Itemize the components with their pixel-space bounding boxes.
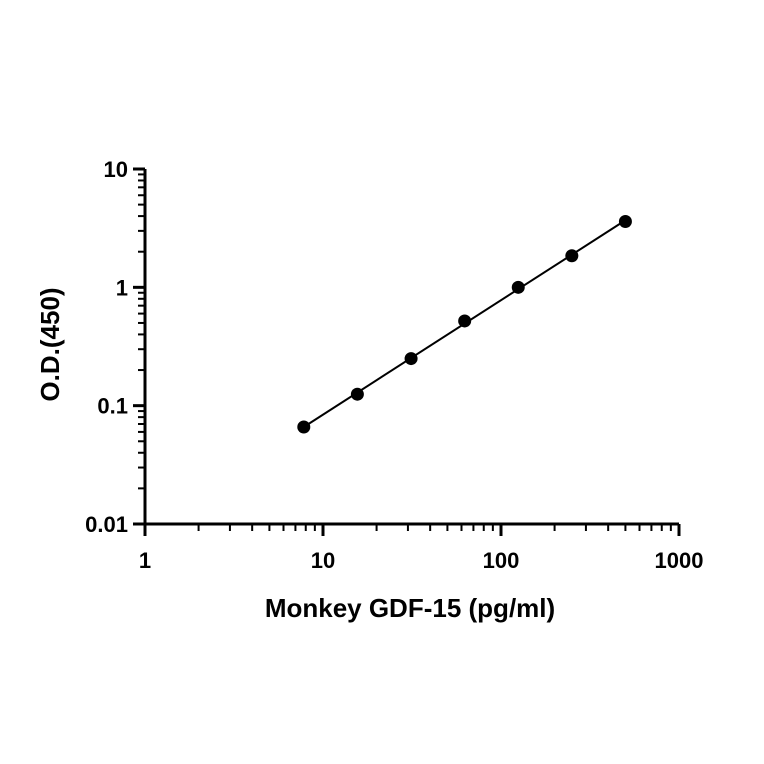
data-points — [297, 215, 632, 434]
y-axis-title: O.D.(450) — [35, 287, 65, 401]
y-tick-label: 1 — [116, 275, 128, 300]
data-point — [458, 314, 472, 328]
x-tick-label: 1000 — [655, 548, 704, 573]
data-point — [404, 352, 418, 366]
x-axis-title: Monkey GDF-15 (pg/ml) — [265, 593, 555, 623]
x-tick-label: 10 — [311, 548, 335, 573]
y-axis-ticks — [133, 167, 145, 526]
data-point — [565, 249, 579, 263]
data-point — [350, 387, 364, 401]
x-tick-label: 1 — [139, 548, 151, 573]
y-tick-label: 10 — [104, 157, 128, 182]
data-point — [511, 280, 525, 294]
data-point — [618, 215, 632, 229]
x-axis-ticks — [143, 524, 681, 536]
x-tick-label: 100 — [483, 548, 520, 573]
tick-labels: 0.01 0.1 1 10 1 10 100 1000 — [85, 157, 703, 573]
y-tick-label: 0.01 — [85, 512, 128, 537]
data-point — [297, 420, 311, 434]
y-tick-label: 0.1 — [97, 394, 128, 419]
